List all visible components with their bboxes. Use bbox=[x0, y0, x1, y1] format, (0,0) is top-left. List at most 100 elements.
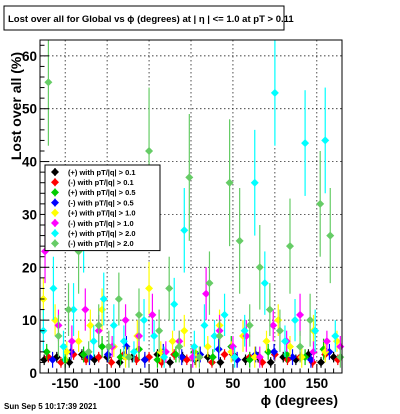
data-point bbox=[121, 316, 130, 325]
data-point bbox=[69, 305, 78, 314]
data-point bbox=[322, 337, 331, 346]
data-point bbox=[285, 342, 294, 351]
data-point bbox=[280, 337, 289, 346]
data-point bbox=[98, 342, 107, 351]
data-point bbox=[285, 242, 294, 251]
x-tick-label: -150 bbox=[52, 376, 79, 391]
legend-entry: (-) with pT/|q| > 2.0 bbox=[68, 239, 134, 248]
data-point bbox=[207, 358, 216, 367]
data-point bbox=[114, 295, 123, 303]
data-point bbox=[124, 353, 133, 362]
data-point bbox=[291, 316, 300, 325]
x-tick-label: 0 bbox=[187, 376, 195, 391]
series-8 bbox=[44, 40, 345, 368]
data-point bbox=[145, 284, 154, 293]
legend-marker bbox=[51, 229, 59, 238]
x-tick-label: 50 bbox=[225, 376, 240, 391]
y-axis-ticks: 0 10 20 30 40 50 60 bbox=[22, 44, 49, 381]
data-point bbox=[153, 355, 162, 364]
data-point bbox=[155, 326, 164, 335]
data-point bbox=[205, 279, 214, 288]
data-point bbox=[245, 321, 254, 330]
data-point bbox=[265, 305, 274, 314]
legend-marker bbox=[51, 239, 59, 248]
data-point bbox=[171, 350, 180, 359]
data-point bbox=[49, 284, 58, 293]
data-point bbox=[134, 310, 143, 319]
title-box: Lost over all for Global vs ϕ (degrees) … bbox=[3, 5, 294, 31]
x-axis-ticks: -150 -100 -50 0 50 100 150 bbox=[39, 364, 343, 391]
data-point bbox=[202, 289, 211, 298]
legend-entry: (+) with pT/|q| > 1.0 bbox=[68, 209, 136, 218]
data-point bbox=[165, 284, 174, 293]
data-point bbox=[214, 345, 223, 354]
legend-marker bbox=[51, 188, 59, 197]
data-point bbox=[140, 316, 149, 325]
y-tick-label: 40 bbox=[22, 155, 37, 170]
legend-entry: (+) with pT/|q| > 0.1 bbox=[68, 168, 136, 177]
data-point bbox=[275, 326, 284, 335]
data-point bbox=[190, 342, 199, 351]
data-point bbox=[67, 347, 76, 356]
y-tick-label: 60 bbox=[22, 49, 37, 64]
data-point bbox=[311, 326, 320, 335]
x-axis-title: ϕ (degrees) bbox=[261, 392, 338, 408]
data-point bbox=[260, 279, 269, 288]
legend-marker bbox=[51, 168, 59, 176]
data-point bbox=[220, 350, 229, 359]
data-point bbox=[59, 342, 68, 351]
data-point bbox=[269, 321, 278, 330]
x-tick-label: 150 bbox=[306, 376, 329, 391]
data-point bbox=[104, 342, 113, 351]
data-point bbox=[116, 353, 125, 362]
data-point bbox=[67, 337, 76, 346]
data-point bbox=[220, 310, 229, 319]
data-point bbox=[317, 358, 326, 367]
data-point bbox=[296, 310, 305, 319]
data-point bbox=[316, 199, 325, 208]
data-point bbox=[203, 342, 212, 351]
timestamp: Sun Sep 5 10:17:39 2021 bbox=[4, 402, 97, 411]
legend-marker bbox=[51, 219, 59, 227]
data-point bbox=[240, 326, 249, 335]
data-point bbox=[250, 178, 259, 187]
data-point bbox=[44, 78, 53, 87]
data-point bbox=[48, 355, 57, 364]
data-point bbox=[81, 305, 90, 314]
series-layer bbox=[39, 40, 345, 368]
x-tick-label: -100 bbox=[94, 376, 121, 391]
legend-marker bbox=[51, 178, 59, 187]
legend-entry: (+) with pT/|q| > 0.5 bbox=[68, 188, 136, 197]
data-point bbox=[301, 139, 310, 148]
series-7 bbox=[39, 40, 340, 368]
data-point bbox=[54, 332, 63, 340]
data-point bbox=[331, 332, 340, 340]
data-point bbox=[262, 337, 271, 346]
data-point bbox=[64, 305, 73, 314]
legend-marker bbox=[51, 198, 59, 207]
data-point bbox=[94, 353, 103, 362]
x-tick-label: 100 bbox=[264, 376, 287, 391]
data-point bbox=[255, 353, 264, 362]
data-point bbox=[270, 88, 279, 97]
data-point bbox=[160, 353, 169, 362]
chart-title: Lost over all for Global vs ϕ (degrees) … bbox=[8, 14, 294, 25]
data-point bbox=[74, 337, 83, 346]
data-point bbox=[180, 326, 189, 335]
data-point bbox=[145, 147, 154, 155]
data-point bbox=[148, 310, 157, 319]
y-tick-label: 50 bbox=[22, 102, 37, 117]
legend-entry: (-) with pT/|q| > 0.1 bbox=[68, 178, 134, 187]
data-point bbox=[208, 353, 217, 362]
data-point bbox=[109, 321, 118, 330]
data-point bbox=[270, 347, 279, 356]
data-point bbox=[230, 353, 239, 362]
y-tick-label: 30 bbox=[22, 207, 37, 222]
data-point bbox=[99, 295, 108, 303]
data-point bbox=[326, 231, 335, 240]
legend-entry: (-) with pT/|q| > 1.0 bbox=[68, 219, 134, 228]
data-point bbox=[210, 332, 219, 340]
data-point bbox=[170, 300, 179, 309]
legend: (+) with pT/|q| > 0.1(-) with pT/|q| > 0… bbox=[44, 164, 161, 252]
